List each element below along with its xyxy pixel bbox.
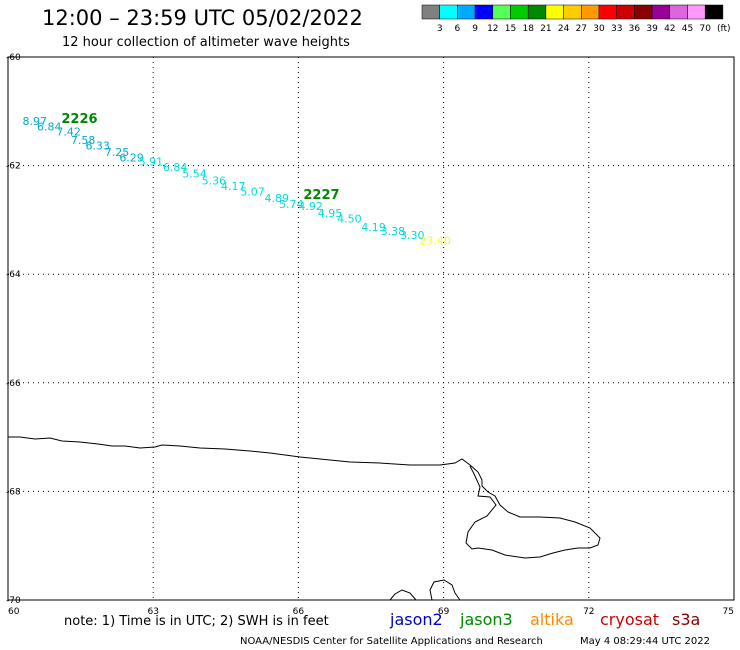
wave-height-value: 6.84 [163,161,188,174]
pass-number-label: 2227 [303,188,339,203]
wave-height-value: 4.95 [318,207,343,220]
colorbar-swatch [457,4,476,20]
wave-height-value: 4.92 [298,200,323,213]
longitude-tick-labels: 60 63 66 69 72 75 [8,607,734,617]
pass-number-label: 2226 [61,112,97,127]
footer-credit: NOAA/NESDIS Center for Satellite Applica… [240,636,543,647]
satellite-name: s3a [672,610,700,629]
page-title: 12:00 – 23:59 UTC 05/02/2022 [42,6,363,30]
colorbar-tick-label: 33 [611,24,622,34]
wave-height-value: 4.50 [337,213,362,226]
wave-height-value: 6.33 [85,139,110,152]
footer-note: note: 1) Time is in UTC; 2) SWH is in fe… [64,614,329,629]
wave-height-value: 3.38 [381,225,406,238]
latitude-tick-labels: -60 -62 -64 -66 -68 -70 [6,53,21,606]
colorbar-swatch [563,4,582,20]
wave-height-value: 6.84 [37,120,62,133]
latitude-label: -68 [6,487,21,497]
colorbar-swatch [510,4,529,20]
wave-height-value: 7.58 [71,134,96,147]
longitude-label: 72 [583,607,594,617]
colorbar-tick-label: 9 [472,24,478,34]
colorbar-swatch [616,4,635,20]
latitude-label: -60 [6,53,21,63]
longitude-label: 63 [147,607,158,617]
footer-timestamp: May 4 08:29:44 UTC 2022 [580,636,710,647]
coastline-east-segment [429,579,461,601]
satellite-name: jason3 [459,610,513,629]
colorbar-swatch [704,4,724,20]
colorbar-tick-label: 18 [522,24,534,34]
satellite-name: altika [530,610,574,629]
colorbar-swatch [634,4,653,20]
graticule-grid [8,57,734,600]
wave-height-points: 8.976.847.427.586.337.256.295.91 6.845.54… [23,115,451,247]
longitude-label: 66 [293,607,305,617]
latitude-label: -70 [6,596,21,606]
longitude-label: 75 [723,607,734,617]
wave-height-value: 8.97 [23,115,48,128]
wave-height-value: 5.91 [139,156,164,169]
colorbar-swatch [598,4,617,20]
colorbar-tick-label: 24 [558,24,570,34]
wave-height-value: 5.74 [279,198,304,211]
colorbar-tick-label: 15 [505,24,516,34]
colorbar-swatch [687,4,706,20]
satellite-name: cryosat [600,610,659,629]
wave-height-value: 4.89 [265,192,290,205]
wave-height-value: 5.36 [202,175,227,188]
colorbar-tick-label: 21 [540,24,551,34]
coastline-south-segment [389,589,417,601]
wave-height-value: 6.29 [119,151,144,164]
wave-height-value: 4.17 [221,180,246,193]
colorbar-unit: (ft) [717,24,731,34]
colorbar-swatch [527,4,547,20]
colorbar-tick-label: 36 [629,24,641,34]
colorbar-swatch [439,4,458,20]
pass-labels: 2226 2227 [61,112,339,203]
colorbar-swatch [669,4,688,20]
colorbar-tick-label: 42 [664,24,675,34]
wave-height-value: 4.19 [361,221,386,234]
colorbar-swatch [421,4,440,20]
colorbar-legend: 3 6 9 12 15 18 21 24 27 30 33 36 39 42 45 70 (ft) [421,4,731,34]
colorbar-tick-label: 30 [593,24,605,34]
colorbar-tick-label: 3 [437,24,443,34]
colorbar-swatch [474,4,494,20]
colorbar-tick-label: 27 [576,24,587,34]
antarctic-coastline [8,436,601,559]
wave-height-value: 5.07 [240,185,265,198]
colorbar-tick-label: 45 [682,24,693,34]
map-frame [7,56,735,601]
colorbar-tick-label: 12 [487,24,498,34]
longitude-label: 69 [438,607,450,617]
colorbar-swatch [581,4,600,20]
satellite-name: jason2 [389,610,443,629]
latitude-label: -66 [6,379,21,389]
longitude-label: 60 [8,607,20,617]
wave-height-value: 5.54 [182,168,207,181]
wave-height-value: 3.30 [400,229,425,242]
wave-height-value: 7.25 [105,146,130,159]
colorbar-tick-label: 70 [699,24,711,34]
wave-height-value: 23.40 [419,234,451,247]
wave-height-value: 7.42 [56,126,81,139]
latitude-label: -64 [6,270,21,280]
colorbar-swatch [545,4,564,20]
latitude-label: -62 [6,162,21,172]
colorbar-swatch [492,4,511,20]
colorbar-tick-label: 39 [646,24,658,34]
colorbar-swatch [651,4,671,20]
satellite-legend: jason2 jason3 altika cryosat s3a [389,610,700,629]
page-subtitle: 12 hour collection of altimeter wave hei… [62,35,350,50]
colorbar-tick-label: 6 [455,24,461,34]
